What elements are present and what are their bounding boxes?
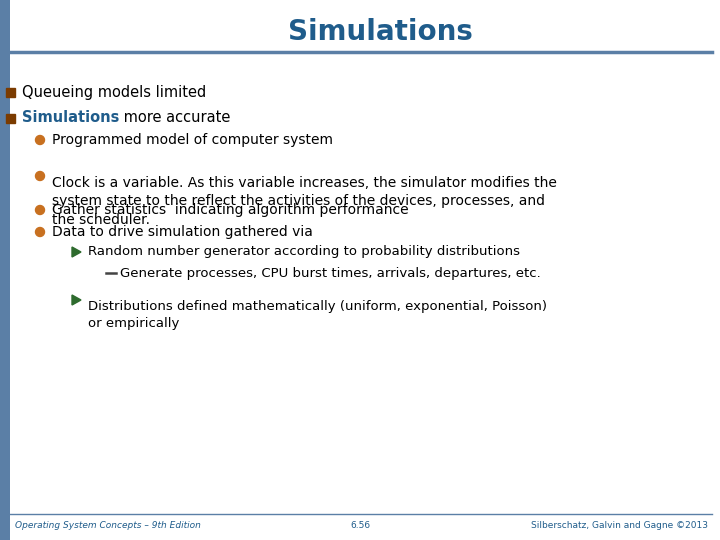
- Circle shape: [35, 172, 45, 180]
- Circle shape: [35, 227, 45, 237]
- Bar: [6, 114, 15, 123]
- Polygon shape: [72, 247, 81, 257]
- Text: Operating System Concepts – 9th Edition: Operating System Concepts – 9th Edition: [15, 522, 201, 530]
- Text: Data to drive simulation gathered via: Data to drive simulation gathered via: [52, 225, 313, 239]
- Bar: [0, 0, 10, 540]
- Circle shape: [35, 206, 45, 214]
- Text: Random number generator according to probability distributions: Random number generator according to pro…: [88, 246, 520, 259]
- Text: Silberschatz, Galvin and Gagne ©2013: Silberschatz, Galvin and Gagne ©2013: [531, 522, 708, 530]
- Text: Programmed model of computer system: Programmed model of computer system: [52, 133, 333, 147]
- Text: Simulations: Simulations: [287, 18, 472, 46]
- Text: 6.56: 6.56: [350, 522, 370, 530]
- Polygon shape: [72, 295, 81, 305]
- Bar: [6, 88, 15, 97]
- Text: Simulations: Simulations: [22, 111, 120, 125]
- Text: Clock is a variable. As this variable increases, the simulator modifies the
syst: Clock is a variable. As this variable in…: [52, 176, 557, 227]
- Text: Gather statistics  indicating algorithm performance: Gather statistics indicating algorithm p…: [52, 203, 409, 217]
- Text: more accurate: more accurate: [120, 111, 230, 125]
- Text: Distributions defined mathematically (uniform, exponential, Poisson)
or empirica: Distributions defined mathematically (un…: [88, 300, 547, 330]
- Text: Generate processes, CPU burst times, arrivals, departures, etc.: Generate processes, CPU burst times, arr…: [120, 267, 541, 280]
- Circle shape: [35, 136, 45, 145]
- Text: Queueing models limited: Queueing models limited: [22, 84, 206, 99]
